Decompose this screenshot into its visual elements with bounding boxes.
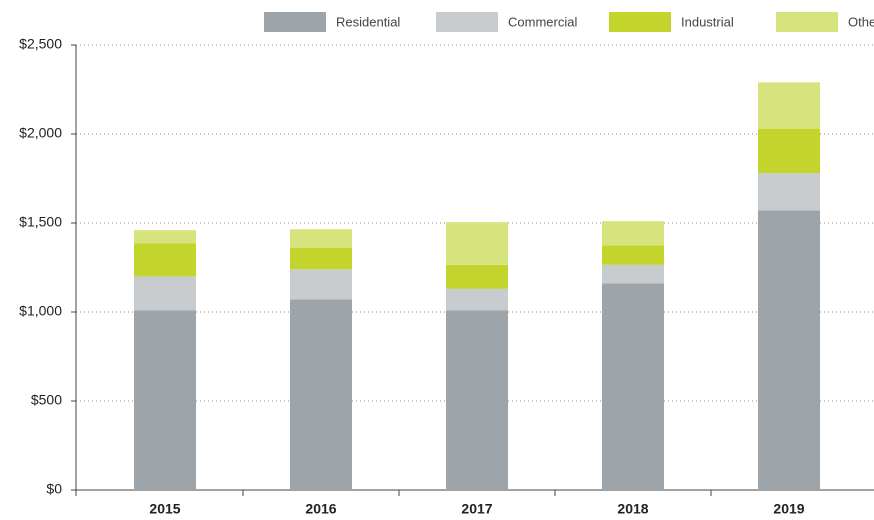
legend-label: Residential [336, 14, 400, 29]
y-tick-label: $1,000 [19, 303, 62, 319]
legend-label: Commercial [508, 14, 577, 29]
legend-swatch [436, 12, 498, 32]
legend-label: Other [848, 14, 874, 29]
y-tick-label: $2,000 [19, 125, 62, 141]
bar-segment [446, 264, 508, 289]
bar-segment [290, 229, 352, 248]
bar-segment [290, 247, 352, 270]
x-tick-label: 2017 [461, 501, 492, 517]
bar-segment [758, 128, 820, 174]
bar-segment [290, 299, 352, 490]
bar-segment [134, 243, 196, 277]
bar-segment [446, 222, 508, 265]
legend-swatch [776, 12, 838, 32]
x-tick-label: 2016 [305, 501, 336, 517]
bar-segment [134, 310, 196, 490]
legend-swatch [609, 12, 671, 32]
legend-label: Industrial [681, 14, 734, 29]
bar-segment [134, 230, 196, 244]
x-tick-label: 2019 [773, 501, 804, 517]
bar-segment [602, 283, 664, 490]
y-tick-label: $500 [31, 392, 62, 408]
bar-segment [602, 264, 664, 284]
y-tick-label: $2,500 [19, 36, 62, 52]
bar-segment [446, 288, 508, 311]
x-tick-label: 2015 [149, 501, 180, 517]
legend-swatch [264, 12, 326, 32]
bar-segment [602, 245, 664, 265]
bar-segment [134, 276, 196, 311]
x-tick-label: 2018 [617, 501, 648, 517]
bar-segment [758, 173, 820, 211]
bar-segment [758, 210, 820, 491]
y-tick-label: $0 [46, 481, 62, 497]
bar-segment [602, 221, 664, 246]
bar-segment [758, 82, 820, 129]
bar-segment [446, 310, 508, 490]
y-tick-label: $1,500 [19, 214, 62, 230]
bar-segment [290, 269, 352, 300]
